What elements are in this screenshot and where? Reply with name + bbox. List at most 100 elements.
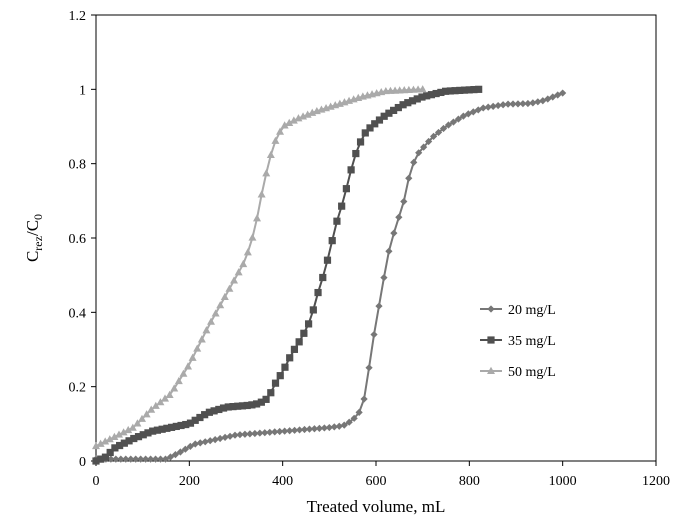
data-point: [163, 424, 171, 432]
data-point: [427, 91, 436, 99]
data-point: [122, 455, 130, 463]
data-point: [241, 430, 249, 438]
data-point: [338, 202, 346, 210]
data-point: [271, 428, 279, 436]
data-point: [188, 353, 197, 361]
data-point: [130, 434, 138, 443]
data-point: [216, 301, 225, 309]
data-point: [320, 424, 328, 432]
data-point: [101, 453, 110, 461]
data-point: [179, 369, 188, 377]
y-axis-title-main: C: [23, 251, 42, 262]
data-point: [127, 455, 135, 463]
data-point: [299, 112, 308, 120]
data-point: [138, 414, 147, 422]
data-point: [251, 429, 259, 438]
data-point: [459, 112, 467, 120]
data-point: [220, 292, 229, 301]
data-point: [399, 101, 407, 109]
data-point: [124, 425, 133, 434]
x-tick-label: 1200: [642, 474, 670, 489]
data-point: [286, 427, 294, 435]
data-point: [300, 425, 309, 434]
data-point: [304, 320, 313, 328]
data-point: [325, 423, 333, 432]
x-tick-label: 0: [93, 474, 100, 489]
data-point: [309, 306, 317, 314]
data-point: [340, 421, 348, 429]
data-point: [151, 401, 160, 409]
data-point: [234, 268, 243, 276]
data-point: [285, 118, 294, 127]
data-point: [451, 87, 459, 95]
data-point: [211, 309, 220, 317]
data-point: [156, 398, 165, 406]
data-point: [305, 425, 314, 433]
data-point: [529, 99, 537, 107]
data-point: [355, 408, 363, 417]
data-point: [201, 411, 209, 419]
data-point: [345, 418, 353, 426]
legend-marker: [487, 366, 495, 374]
data-point: [405, 174, 413, 182]
data-point: [289, 116, 298, 124]
data-point: [112, 455, 120, 463]
data-point: [266, 428, 274, 436]
data-point: [201, 438, 209, 446]
series-layer: [92, 85, 567, 465]
data-point: [116, 441, 124, 450]
data-point: [524, 99, 532, 108]
data-point: [110, 432, 119, 440]
data-point: [158, 425, 166, 433]
y-axis-title-sub1: rez: [31, 236, 45, 251]
data-point: [380, 273, 388, 282]
data-point: [519, 100, 527, 108]
legend-marker: [487, 305, 495, 313]
x-axis-title: Treated volume, mL: [307, 497, 446, 516]
data-point: [371, 120, 379, 128]
data-point: [314, 288, 322, 297]
data-point: [92, 441, 100, 450]
data-point: [133, 419, 142, 427]
data-point: [280, 121, 289, 129]
y-tick-label: 1.2: [69, 9, 87, 24]
data-point: [147, 455, 155, 463]
data-point: [323, 256, 332, 264]
data-point: [400, 197, 408, 206]
data-point: [294, 114, 303, 122]
data-point: [106, 448, 114, 457]
data-point: [475, 85, 483, 93]
data-point: [128, 423, 137, 431]
data-point: [444, 121, 453, 129]
data-point: [167, 423, 176, 431]
data-point: [177, 421, 185, 430]
data-point: [454, 115, 463, 123]
data-point: [449, 118, 458, 126]
x-tick-label: 400: [272, 474, 293, 489]
data-point: [229, 403, 237, 411]
data-point: [181, 445, 189, 453]
data-point: [243, 248, 252, 256]
data-point: [534, 98, 542, 106]
data-point: [170, 384, 179, 392]
data-point: [385, 247, 393, 255]
data-point: [210, 407, 218, 415]
data-point: [149, 427, 157, 435]
legend-label: 50 mg/L: [508, 365, 556, 380]
data-point: [156, 455, 165, 463]
y-tick-label: 0.2: [69, 381, 87, 396]
data-point: [202, 326, 211, 334]
data-point: [234, 402, 242, 410]
data-point: [271, 136, 280, 144]
data-point: [276, 427, 284, 436]
data-point: [494, 101, 502, 110]
data-point: [394, 103, 402, 112]
data-point: [186, 419, 195, 427]
data-point: [243, 401, 251, 410]
data-point: [365, 364, 373, 372]
legend-label: 35 mg/L: [508, 334, 556, 349]
data-point: [434, 128, 443, 137]
data-point: [176, 448, 184, 456]
x-tick-label: 800: [459, 474, 480, 489]
